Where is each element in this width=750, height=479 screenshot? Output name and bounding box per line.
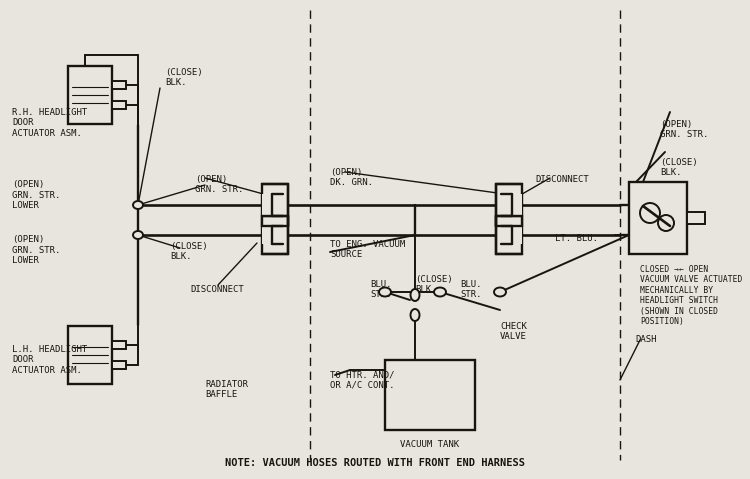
Ellipse shape xyxy=(133,231,143,239)
Text: CHECK
VALVE: CHECK VALVE xyxy=(500,322,526,342)
Ellipse shape xyxy=(434,287,446,297)
Bar xyxy=(262,226,272,244)
Text: (CLOSE)
BLK.: (CLOSE) BLK. xyxy=(660,158,698,177)
Text: CLOSED →← OPEN
VACUUM VALVE ACTUATED
MECHANICALLY BY
HEADLIGHT SWITCH
(SHOWN IN : CLOSED →← OPEN VACUUM VALVE ACTUATED MEC… xyxy=(640,265,742,326)
Bar xyxy=(68,326,112,384)
Bar xyxy=(112,101,126,109)
Bar xyxy=(262,184,288,226)
Text: (OPEN)
GRN. STR.
LOWER: (OPEN) GRN. STR. LOWER xyxy=(12,180,60,210)
Bar xyxy=(262,216,288,254)
Bar xyxy=(262,194,272,216)
Text: L.H. HEADLIGHT
DOOR
ACTUATOR ASM.: L.H. HEADLIGHT DOOR ACTUATOR ASM. xyxy=(12,345,87,375)
Text: TO ENG. VACUUM
SOURCE: TO ENG. VACUUM SOURCE xyxy=(330,240,405,260)
Text: (CLOSE)
BLK.: (CLOSE) BLK. xyxy=(415,275,452,295)
Ellipse shape xyxy=(410,289,419,301)
Bar xyxy=(512,226,522,244)
Text: (OPEN)
GRN. STR.: (OPEN) GRN. STR. xyxy=(660,120,708,139)
Text: (OPEN)
GRN. STR.: (OPEN) GRN. STR. xyxy=(195,175,243,194)
Ellipse shape xyxy=(410,309,419,321)
Text: DASH: DASH xyxy=(635,335,656,344)
Text: TO HTR. AND/
OR A/C CONT.: TO HTR. AND/ OR A/C CONT. xyxy=(330,370,394,389)
Bar xyxy=(112,341,126,349)
Text: BLU.
STR.: BLU. STR. xyxy=(370,280,392,299)
Ellipse shape xyxy=(379,287,391,297)
Ellipse shape xyxy=(494,287,506,297)
Bar xyxy=(385,360,475,430)
Bar xyxy=(496,184,522,226)
Text: RADIATOR
BAFFLE: RADIATOR BAFFLE xyxy=(205,380,248,399)
Text: BLU.
STR.: BLU. STR. xyxy=(460,280,482,299)
Bar xyxy=(629,182,687,254)
Bar xyxy=(496,216,522,254)
Text: VACUUM TANK: VACUUM TANK xyxy=(400,440,460,449)
Text: LT. BLU.: LT. BLU. xyxy=(555,233,598,242)
Text: DISCONNECT: DISCONNECT xyxy=(535,175,589,184)
Text: (CLOSE)
BLK.: (CLOSE) BLK. xyxy=(170,242,208,262)
Text: (OPEN)
DK. GRN.: (OPEN) DK. GRN. xyxy=(330,168,373,187)
Bar xyxy=(112,81,126,89)
Text: R.H. HEADLIGHT
DOOR
ACTUATOR ASM.: R.H. HEADLIGHT DOOR ACTUATOR ASM. xyxy=(12,108,87,138)
Text: (CLOSE)
BLK.: (CLOSE) BLK. xyxy=(165,68,202,87)
Text: NOTE: VACUUM HOSES ROUTED WITH FRONT END HARNESS: NOTE: VACUUM HOSES ROUTED WITH FRONT END… xyxy=(225,458,525,468)
Bar xyxy=(512,194,522,216)
Bar xyxy=(68,66,112,124)
Bar xyxy=(112,361,126,369)
Ellipse shape xyxy=(133,201,143,209)
Text: (OPEN)
GRN. STR.
LOWER: (OPEN) GRN. STR. LOWER xyxy=(12,235,60,265)
Text: DISCONNECT: DISCONNECT xyxy=(190,285,244,295)
Bar xyxy=(687,212,705,224)
